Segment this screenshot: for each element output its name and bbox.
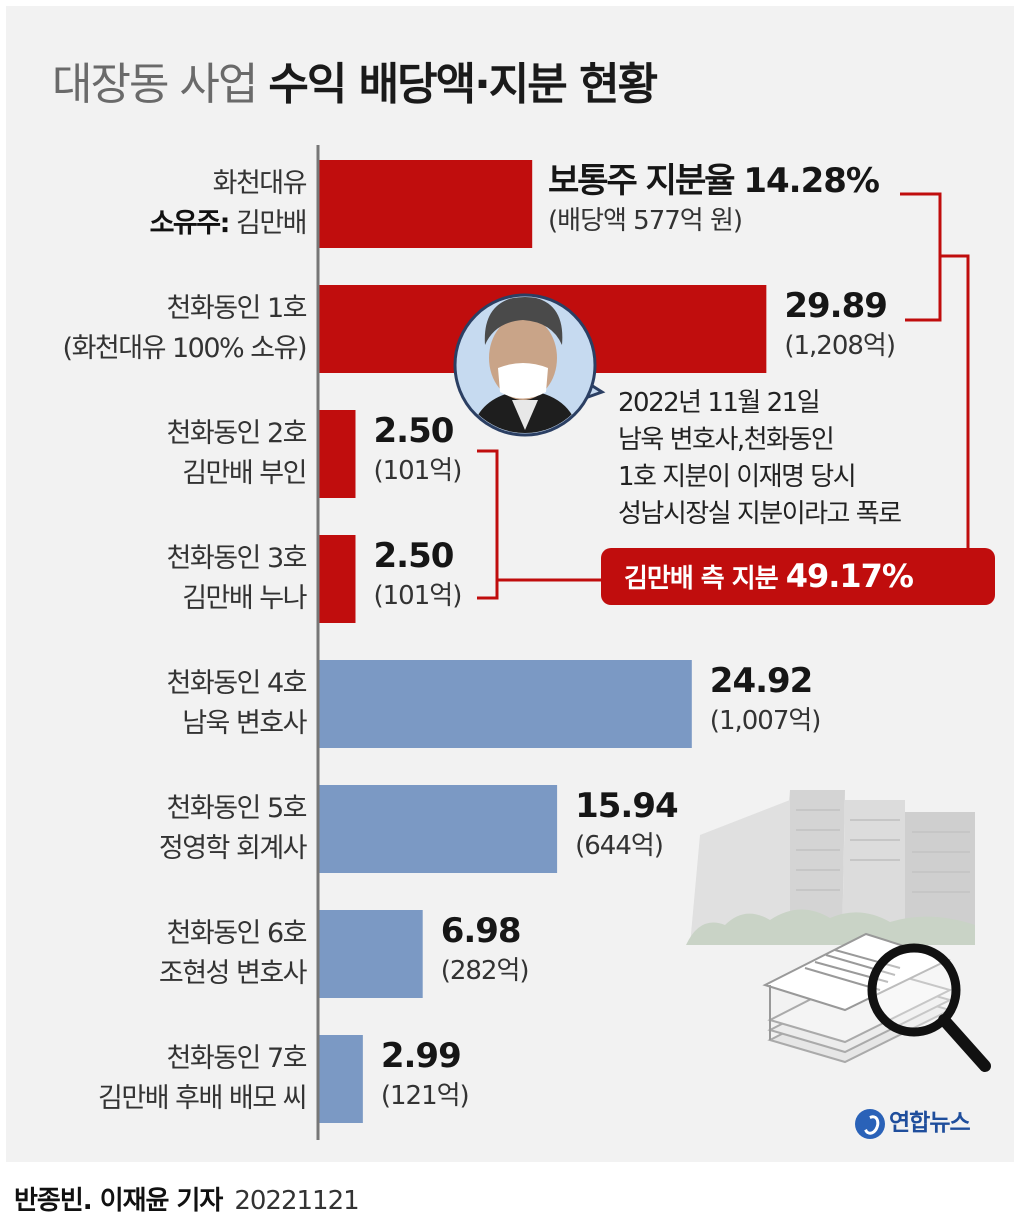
byline: 반종빈. 이재윤 기자 20221121: [14, 1180, 360, 1217]
bracket-main-extension: [940, 254, 970, 548]
bar-7: [318, 1035, 363, 1123]
bracket-connectors: [477, 192, 970, 600]
category-line1-0: 화천대유: [212, 168, 308, 199]
dividend-label-4: (1,007억): [709, 706, 822, 736]
apartment-building-illustration: [686, 790, 975, 945]
logo-text: 연합뉴스: [889, 1110, 971, 1136]
dividend-label-5: (644억): [575, 831, 664, 861]
dividend-label-7: (121억): [380, 1081, 470, 1111]
category-line1-7: 천화동인 7호: [166, 1043, 308, 1074]
title-light: 대장동 사업: [52, 59, 269, 110]
bar-4: [318, 660, 692, 748]
category-line2-bold-0: 소유주:: [149, 208, 231, 239]
category-line1-1: 천화동인 1호: [166, 293, 308, 324]
category-line2-7: 김만배 후배 배모 씨: [98, 1083, 307, 1114]
category-line2-3: 김만배 누나: [182, 583, 307, 614]
category-line2-2: 김만배 부인: [182, 458, 307, 489]
magnifier-icon: [867, 943, 991, 1072]
category-line1-2: 천화동인 2호: [166, 418, 308, 449]
note-line-0: 2022년 11월 21일: [618, 388, 821, 418]
category-line1-5: 천화동인 5호: [166, 793, 308, 824]
category-line1-3: 천화동인 3호: [166, 543, 308, 574]
dividend-label-2: (101억): [373, 456, 463, 486]
category-line2-6: 조현성 변호사: [158, 958, 308, 989]
dividend-label-6: (282억): [440, 956, 530, 986]
note-line-1: 남욱 변호사,천화동인: [618, 425, 835, 455]
value-prefix-0: 보통주 지분율: [548, 161, 744, 201]
dividend-label-0: (배당액 577억 원): [548, 206, 743, 236]
bar-3: [318, 535, 356, 623]
category-line2-4: 남욱 변호사: [182, 708, 307, 739]
page-title: 대장동 사업 수익 배당액·지분 현황: [52, 48, 658, 112]
bracket-minor: [477, 449, 499, 600]
sum-label: 김만배 측 지분 49.17%: [624, 556, 914, 599]
note-line-2: 1호 지분이 이재명 당시: [618, 462, 857, 492]
byline-date: 20221121: [234, 1186, 359, 1216]
bracket-main: [900, 192, 942, 322]
bar-0: [318, 160, 533, 248]
bar-6: [318, 910, 423, 998]
value-label-2: 2.50: [373, 411, 455, 451]
dividend-label-1: (1,208억): [784, 331, 896, 361]
category-label-1: 천화동인 1호 (화천대유 100% 소유): [62, 289, 308, 369]
logo-mark-icon: [855, 1108, 885, 1139]
sum-label-prefix: 김만배 측 지분: [624, 564, 786, 594]
value-label-6: 6.98: [440, 911, 522, 951]
category-line2-0: 소유주: 김만배: [149, 208, 308, 239]
value-label-7: 2.99: [380, 1036, 462, 1076]
value-label-0: 보통주 지분율 14.28%: [548, 161, 880, 201]
byline-name: 반종빈. 이재윤 기자: [14, 1186, 223, 1216]
agency-logo: 연합뉴스: [855, 1103, 971, 1139]
dividend-label-3: (101억): [373, 581, 463, 611]
title-bold: 수익 배당액·지분 현황: [268, 59, 658, 110]
value-label-5: 15.94: [575, 786, 679, 826]
portrait-photo: [453, 293, 606, 437]
note-line-3: 성남시장실 지분이라고 폭로: [618, 499, 902, 529]
bar-2: [318, 410, 356, 498]
category-line2-5: 정영학 회계사: [158, 833, 308, 864]
category-line1-4: 천화동인 4호: [166, 668, 308, 699]
sum-box: [601, 548, 995, 605]
category-line2-1: (화천대유 100% 소유): [62, 333, 308, 364]
bar-5: [318, 785, 558, 873]
category-line1-6: 천화동인 6호: [166, 918, 308, 949]
sum-label-value: 49.17%: [785, 557, 914, 595]
value-label-1: 29.89: [784, 286, 888, 326]
value-label-4: 24.92: [709, 661, 814, 701]
value-label-3: 2.50: [373, 536, 455, 576]
